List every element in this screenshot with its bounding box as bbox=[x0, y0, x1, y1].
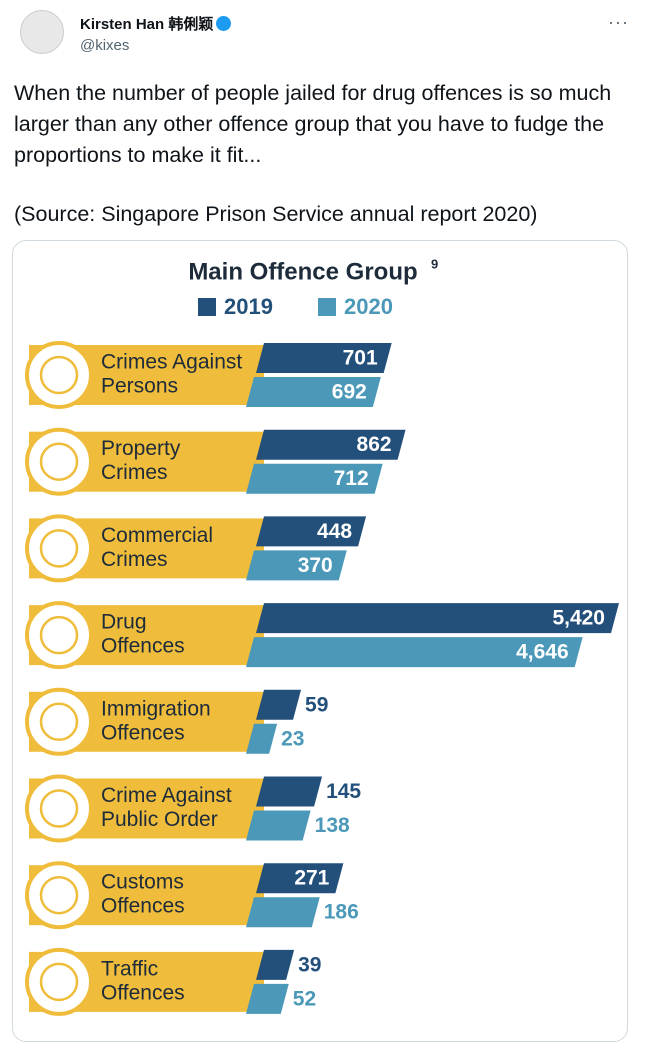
category-icon-inner bbox=[39, 529, 79, 568]
bar bbox=[256, 863, 344, 894]
category-label: Offences bbox=[101, 895, 185, 918]
bar bbox=[256, 429, 406, 460]
category-icon bbox=[25, 947, 93, 1016]
tweet-text: When the number of people jailed for dru… bbox=[14, 81, 612, 167]
category-icon-inner bbox=[39, 355, 79, 395]
category-label: Persons bbox=[101, 375, 178, 398]
value-label: 701 bbox=[343, 347, 378, 370]
bar bbox=[256, 949, 295, 980]
legend-swatch bbox=[318, 298, 336, 316]
category-label: Drug bbox=[101, 611, 147, 634]
category-icon bbox=[25, 861, 93, 930]
legend-label: 2020 bbox=[344, 294, 393, 319]
bar bbox=[246, 637, 583, 668]
category-label: Crimes bbox=[101, 461, 168, 484]
value-label: 59 bbox=[305, 693, 328, 716]
author[interactable]: Kirsten Han 韩俐颖 bbox=[80, 13, 232, 34]
value-label: 5,420 bbox=[552, 607, 605, 630]
bar bbox=[246, 723, 278, 754]
category-label: Offences bbox=[101, 721, 185, 744]
value-label: 862 bbox=[357, 433, 392, 456]
tweet-image[interactable]: Main Offence Group 9 2019 2020 Crimes Agai… bbox=[12, 240, 628, 1042]
category-label: Offences bbox=[101, 981, 185, 1004]
category-icon-inner bbox=[39, 789, 79, 828]
verified-badge bbox=[216, 16, 232, 31]
category-label: Crimes Against bbox=[101, 351, 242, 374]
value-label: 52 bbox=[293, 987, 316, 1010]
tweet-source: (Source: Singapore Prison Service annual… bbox=[14, 202, 538, 226]
chart-title: Main Offence Group bbox=[188, 258, 417, 285]
bar bbox=[246, 983, 289, 1014]
bar bbox=[256, 343, 392, 373]
category-icon-inner bbox=[39, 442, 79, 481]
category-label: Public Order bbox=[101, 808, 218, 831]
category-icon-inner bbox=[39, 875, 79, 915]
category-icon bbox=[25, 601, 93, 670]
category-icon bbox=[25, 514, 93, 583]
category-icon-inner bbox=[39, 615, 79, 655]
bar bbox=[246, 810, 311, 841]
chart: Main Offence Group 9 2019 2020 Crimes Agai… bbox=[25, 256, 619, 1016]
bar bbox=[246, 550, 347, 581]
category-label: Crimes bbox=[101, 548, 168, 571]
bar bbox=[246, 897, 320, 928]
bar bbox=[256, 776, 323, 807]
value-label: 271 bbox=[294, 867, 329, 890]
handle[interactable]: @kixes bbox=[80, 37, 130, 54]
category-icon bbox=[25, 774, 93, 843]
more-button[interactable]: ··· bbox=[608, 12, 629, 32]
category-label: Immigration bbox=[101, 697, 211, 720]
category-label: Commercial bbox=[101, 524, 213, 547]
value-label: 692 bbox=[332, 381, 367, 404]
category-icon-inner bbox=[39, 962, 79, 1002]
bar bbox=[256, 516, 367, 547]
value-label: 186 bbox=[324, 901, 359, 924]
title-superscript: 9 bbox=[431, 256, 438, 271]
value-label: 4,646 bbox=[516, 641, 569, 664]
bar bbox=[246, 377, 381, 407]
value-label: 39 bbox=[298, 953, 321, 976]
value-label: 370 bbox=[298, 554, 333, 577]
value-label: 23 bbox=[281, 727, 304, 750]
value-label: 145 bbox=[326, 780, 361, 803]
category-label: Customs bbox=[101, 871, 184, 894]
bar bbox=[256, 689, 302, 720]
category-label: Crime Against bbox=[101, 784, 232, 807]
category-label: Property bbox=[101, 437, 181, 460]
category-label: Traffic bbox=[101, 957, 158, 980]
bar bbox=[246, 463, 383, 494]
category-icon bbox=[25, 427, 93, 496]
category-icon bbox=[25, 341, 93, 409]
author-name[interactable]: Kirsten Han 韩俐颖 bbox=[80, 16, 214, 33]
category-icon-inner bbox=[39, 702, 79, 742]
value-label: 138 bbox=[315, 814, 350, 837]
value-label: 448 bbox=[317, 520, 352, 543]
category-icon bbox=[25, 687, 93, 756]
avatar[interactable] bbox=[20, 10, 64, 54]
bar bbox=[256, 603, 619, 634]
legend-swatch bbox=[198, 298, 216, 316]
category-label: Offences bbox=[101, 635, 185, 658]
legend-label: 2019 bbox=[224, 294, 273, 319]
value-label: 712 bbox=[334, 467, 369, 490]
